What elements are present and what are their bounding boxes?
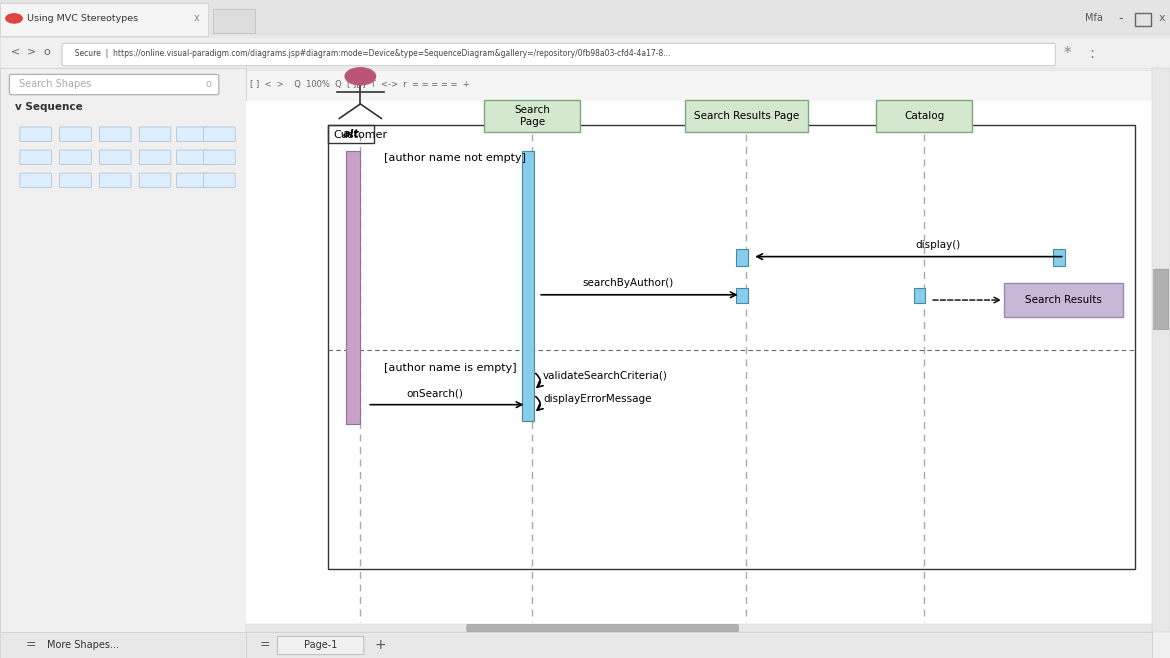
FancyBboxPatch shape [139,150,171,164]
Circle shape [345,68,376,85]
FancyBboxPatch shape [99,127,131,141]
Text: v Sequence: v Sequence [15,101,83,112]
Text: Search Results Page: Search Results Page [694,111,799,121]
Text: More Shapes...: More Shapes... [47,640,119,650]
Bar [0,68,246,632]
FancyBboxPatch shape [60,150,91,164]
Text: searchByAuthor(): searchByAuthor() [583,278,673,288]
Bar [1053,249,1065,266]
Text: -: - [1119,12,1123,25]
FancyBboxPatch shape [204,173,235,188]
Bar [328,125,1135,569]
Bar [736,288,748,303]
Text: Search
Page: Search Page [515,105,550,126]
FancyBboxPatch shape [177,127,208,141]
Text: [author name is empty]: [author name is empty] [384,363,516,374]
Text: :: : [1089,46,1094,61]
Text: [ ]  <  >    Q  100%  Q  [ ][ ]  T  <->  r  = = = = =  +: [ ] < > Q 100% Q [ ][ ] T <-> r = = = = … [250,80,470,89]
Text: >: > [27,47,36,57]
Text: x: x [194,13,199,24]
Text: *: * [1064,46,1071,61]
Bar [1004,283,1123,317]
FancyBboxPatch shape [139,173,171,188]
FancyBboxPatch shape [467,624,738,632]
Bar [686,100,807,132]
Text: x: x [1158,13,1165,24]
FancyBboxPatch shape [20,150,51,164]
Bar [0,3,208,36]
Circle shape [6,14,22,23]
FancyBboxPatch shape [177,150,208,164]
Text: Search Shapes: Search Shapes [19,79,91,89]
FancyBboxPatch shape [60,127,91,141]
Bar [1135,13,1151,26]
Bar [346,151,360,424]
Bar [522,151,534,421]
FancyBboxPatch shape [139,127,171,141]
Text: Using MVC Stereotypes: Using MVC Stereotypes [27,14,138,23]
Text: o: o [43,47,50,57]
FancyBboxPatch shape [277,636,364,655]
FancyBboxPatch shape [20,127,51,141]
FancyBboxPatch shape [9,74,219,95]
Text: alt: alt [343,129,359,139]
Bar [328,125,374,143]
FancyBboxPatch shape [99,150,131,164]
FancyBboxPatch shape [60,173,91,188]
Text: Customer: Customer [333,130,387,139]
Bar [1152,68,1170,632]
Text: onSearch(): onSearch() [406,388,463,398]
FancyBboxPatch shape [62,43,1055,66]
Bar [246,624,1152,632]
Text: o: o [205,79,212,89]
Bar [0,37,1170,68]
Bar [246,632,1152,658]
FancyBboxPatch shape [20,173,51,188]
Bar [484,100,580,132]
Text: Catalog: Catalog [904,111,944,121]
Bar [0,0,1170,36]
Bar [213,9,255,33]
Text: =: = [260,638,270,651]
Bar [0,632,246,658]
FancyBboxPatch shape [204,150,235,164]
Text: Mfa: Mfa [1085,13,1103,24]
Text: [author name not empty]: [author name not empty] [384,153,525,163]
Text: display(): display() [915,240,961,250]
Text: Search Results: Search Results [1025,295,1102,305]
Bar [246,70,1170,101]
Text: displayErrorMessage: displayErrorMessage [543,393,652,404]
FancyBboxPatch shape [99,173,131,188]
Text: +: + [374,638,386,652]
FancyBboxPatch shape [204,127,235,141]
Text: validateSearchCriteria(): validateSearchCriteria() [543,370,668,381]
Text: <: < [11,47,20,57]
FancyBboxPatch shape [1154,269,1169,330]
Text: Page-1: Page-1 [304,640,337,650]
Bar [736,249,748,266]
FancyBboxPatch shape [177,173,208,188]
Text: Secure  |  https://online.visual-paradigm.com/diagrams.jsp#diagram:mode=Device&t: Secure | https://online.visual-paradigm.… [70,49,670,58]
Bar [246,101,1152,624]
Text: =: = [26,638,36,651]
Bar [876,100,972,132]
Bar [914,288,925,303]
